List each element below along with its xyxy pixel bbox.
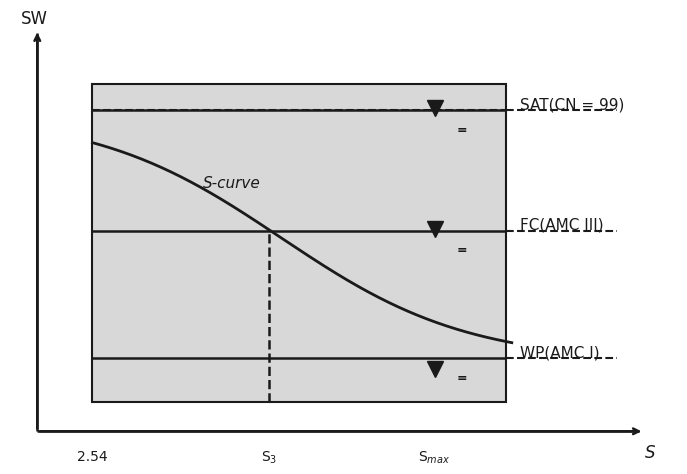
Text: S-curve: S-curve (203, 175, 260, 191)
Text: =: = (457, 372, 467, 385)
Text: =: = (457, 124, 467, 137)
Text: S$_3$: S$_3$ (261, 449, 277, 466)
Text: S$_{max}$: S$_{max}$ (418, 449, 451, 466)
Text: SAT(CN = 99): SAT(CN = 99) (520, 97, 624, 112)
Text: WP(AMC I): WP(AMC I) (520, 345, 600, 360)
Text: S: S (644, 444, 655, 462)
Text: =: = (457, 244, 467, 257)
Text: 2.54: 2.54 (77, 449, 108, 464)
Text: SW: SW (21, 10, 48, 28)
Text: FC(AMC III): FC(AMC III) (520, 218, 604, 233)
FancyBboxPatch shape (93, 84, 506, 402)
